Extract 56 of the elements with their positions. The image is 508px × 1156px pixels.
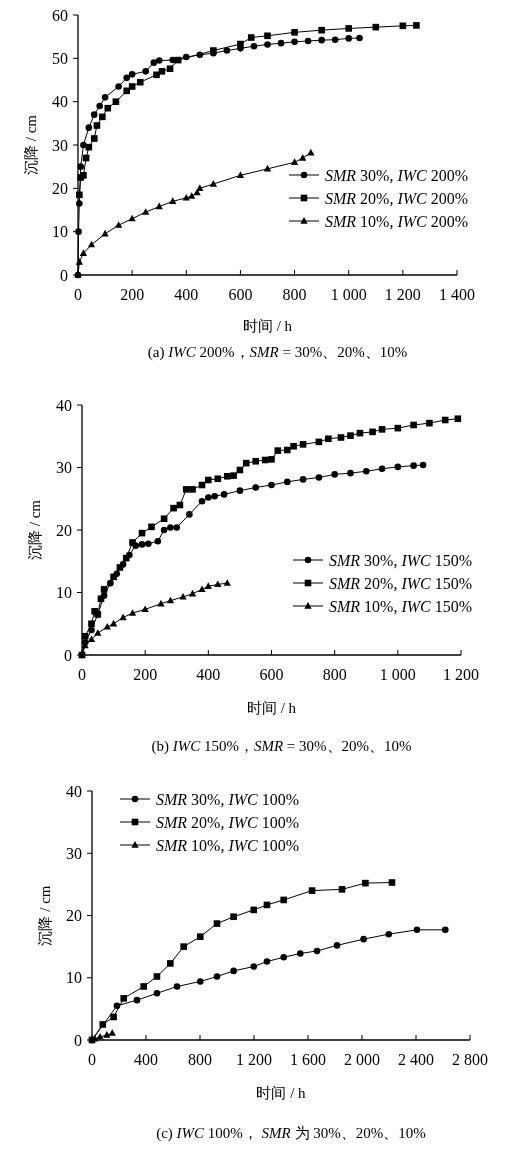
legend-label: SMR 30%, IWC 200% bbox=[325, 166, 469, 184]
x-tick-label: 1 000 bbox=[330, 286, 367, 303]
x-axis-title: 时间 / h bbox=[256, 1085, 307, 1101]
y-tick-label: 30 bbox=[56, 459, 72, 476]
legend-label: SMR 30%, IWC 100% bbox=[156, 790, 300, 808]
x-axis-title: 时间 / h bbox=[242, 318, 293, 334]
x-tick-label: 2 400 bbox=[398, 1051, 434, 1068]
y-tick-label: 0 bbox=[64, 646, 72, 664]
x-tick-label: 1 200 bbox=[443, 666, 479, 683]
legend-label: SMR 30%, IWC 150% bbox=[329, 551, 473, 569]
x-tick-label: 400 bbox=[196, 666, 221, 683]
y-tick-label: 20 bbox=[66, 907, 82, 924]
legend-label: SMR 20%, IWC 100% bbox=[156, 813, 300, 831]
y-tick-label: 50 bbox=[52, 49, 68, 67]
legend-label: SMR 10%, IWC 150% bbox=[329, 597, 473, 615]
legend-label: SMR 20%, IWC 200% bbox=[325, 189, 469, 207]
y-tick-label: 20 bbox=[52, 179, 68, 197]
x-tick-label: 800 bbox=[282, 286, 307, 303]
y-tick-label: 40 bbox=[66, 782, 82, 800]
x-tick-label: 400 bbox=[174, 286, 199, 303]
x-tick-label: 800 bbox=[188, 1051, 212, 1068]
text: (c) IWC 100%， SMR 为 30%、20%、10% bbox=[156, 1125, 426, 1142]
x-tick-label: 1 200 bbox=[236, 1051, 272, 1068]
y-tick-label: 30 bbox=[66, 844, 82, 862]
legend-label: SMR 10%, IWC 100% bbox=[156, 836, 300, 854]
text: (b) IWC 150%，SMR = 30%、20%、10% bbox=[151, 738, 412, 755]
y-tick-label: 20 bbox=[56, 521, 72, 539]
text: (a) IWC 200%，SMR = 30%、20%、10% bbox=[147, 344, 408, 361]
x-tick-label: 1 400 bbox=[439, 286, 475, 303]
y-tick-label: 10 bbox=[52, 223, 68, 241]
y-tick-label: 0 bbox=[60, 266, 68, 284]
x-tick-label: 200 bbox=[133, 666, 158, 683]
x-tick-label: 1 200 bbox=[384, 286, 421, 303]
x-tick-label: 600 bbox=[259, 666, 284, 683]
y-tick-label: 0 bbox=[74, 1031, 82, 1049]
x-tick-label: 200 bbox=[120, 286, 145, 303]
y-tick-label: 60 bbox=[52, 6, 68, 24]
x-tick-label: 600 bbox=[228, 286, 253, 303]
x-axis-title: 时间 / h bbox=[246, 700, 297, 716]
x-tick-label: 2 800 bbox=[452, 1051, 488, 1068]
y-axis-title: 沉降 / cm bbox=[23, 114, 39, 175]
y-axis-title: 沉降 / cm bbox=[37, 885, 53, 946]
y-tick-label: 10 bbox=[56, 584, 72, 601]
y-tick-label: 10 bbox=[66, 969, 82, 987]
y-tick-label: 30 bbox=[52, 136, 68, 154]
x-tick-label: 2 000 bbox=[344, 1051, 380, 1068]
y-tick-label: 40 bbox=[56, 396, 72, 414]
legend-label: SMR 10%, IWC 200% bbox=[325, 212, 469, 230]
x-tick-label: 1 600 bbox=[290, 1051, 326, 1068]
legend-label: SMR 20%, IWC 150% bbox=[329, 574, 473, 592]
x-tick-label: 1 000 bbox=[379, 666, 416, 683]
x-tick-label: 800 bbox=[322, 666, 347, 683]
x-tick-label: 400 bbox=[134, 1051, 158, 1068]
x-tick-label: 0 bbox=[88, 1051, 96, 1068]
y-axis-title: 沉降 / cm bbox=[27, 499, 43, 560]
y-tick-label: 40 bbox=[52, 93, 68, 111]
